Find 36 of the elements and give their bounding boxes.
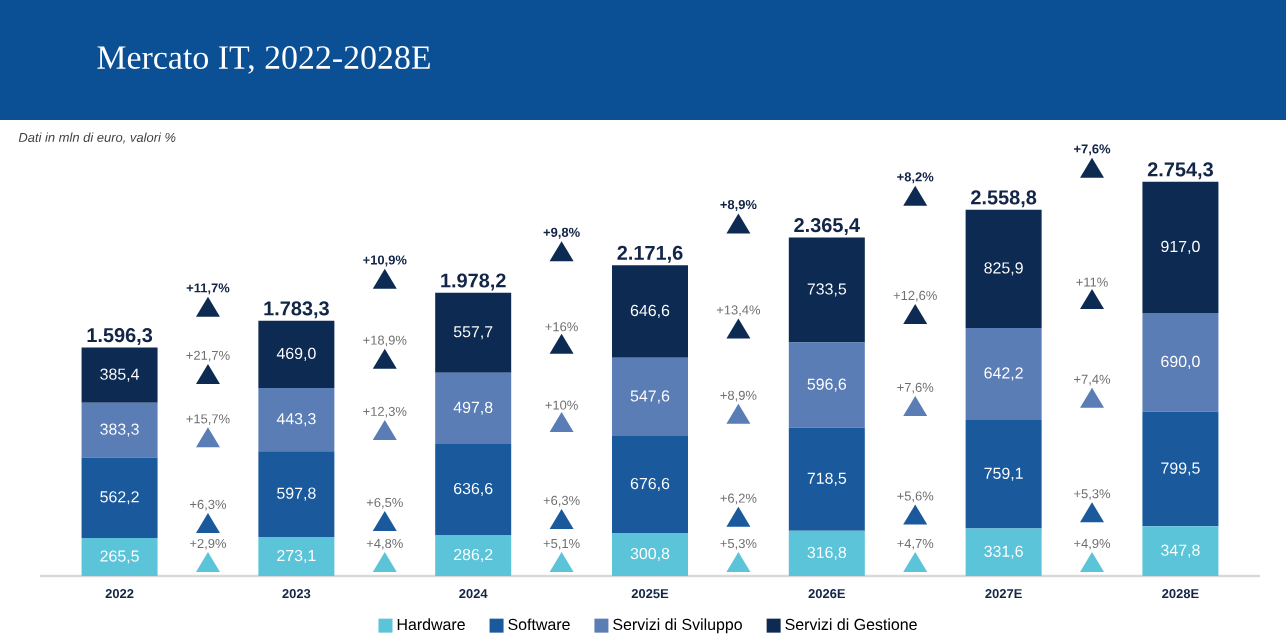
bar	[612, 265, 688, 358]
bar	[965, 419, 1042, 529]
chart-title: Mercato IT, 2022-2028E	[97, 46, 430, 74]
bar	[258, 387, 335, 452]
bar	[258, 536, 335, 576]
bar	[435, 292, 512, 373]
bar	[81, 538, 158, 576]
bar	[435, 443, 512, 536]
bar	[258, 320, 335, 388]
bar	[435, 535, 512, 576]
bar	[81, 347, 158, 403]
bar	[965, 528, 1042, 576]
bar	[1142, 181, 1219, 314]
bar	[81, 402, 158, 458]
bar	[1142, 526, 1219, 576]
bar	[1142, 313, 1219, 412]
bar	[612, 532, 688, 576]
bar	[788, 237, 865, 343]
bar	[81, 457, 158, 538]
bar	[435, 372, 512, 444]
total-label: 2.171,6	[617, 245, 683, 263]
total-label: 2.365,4	[794, 218, 860, 236]
total-label: 2.754,3	[1147, 162, 1213, 180]
bar	[1142, 411, 1219, 527]
bar	[788, 427, 865, 531]
bar	[788, 530, 865, 576]
bar	[612, 436, 688, 533]
bar	[788, 342, 865, 428]
bar	[612, 357, 688, 437]
bar	[965, 327, 1042, 420]
total-label: 1.783,3	[264, 301, 329, 319]
total-label: 1.596,3	[87, 328, 153, 346]
total-label: 1.978,2	[441, 273, 506, 291]
bar	[965, 209, 1042, 328]
bar	[258, 451, 335, 537]
total-label: 2.558,8	[971, 190, 1037, 208]
